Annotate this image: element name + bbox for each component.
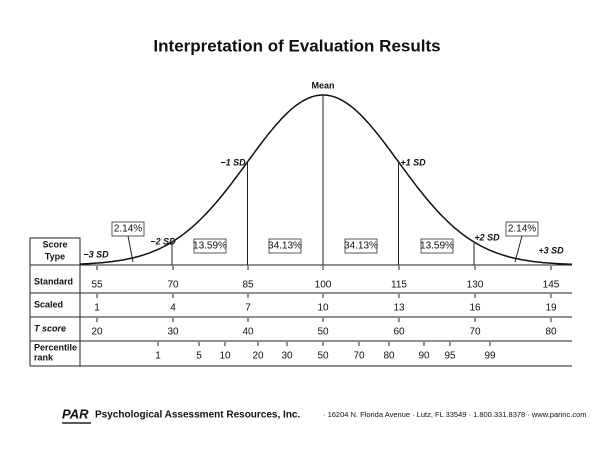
pointer [127,235,134,263]
score-value: 10 [219,351,231,362]
footer: PAR Psychological Assessment Resources, … [62,406,587,424]
score-value: 1 [94,303,100,314]
score-value: 16 [469,303,481,314]
score-value: 145 [543,280,560,291]
area-label: 13.59% [420,241,454,252]
row-label: Scaled [34,299,63,309]
score-value: 70 [167,280,179,291]
score-value: 70 [469,327,481,338]
score-value: 20 [252,351,264,362]
row-label: T score [34,323,66,333]
area-label: 2.14% [508,224,536,235]
score-value: 55 [91,280,103,291]
row-label: Percentile [34,342,77,352]
score-value: 90 [418,351,430,362]
area-label: 13.59% [193,241,227,252]
score-value: 80 [545,327,557,338]
header-line: Type [45,251,65,261]
logo: PAR [62,406,89,421]
address: · 16204 N. Florida Avenue · Lutz, FL 335… [323,410,587,419]
area-label: 34.13% [268,241,302,252]
score-value: 7 [245,303,251,314]
score-value: 1 [155,351,161,362]
score-table: Score Type Standard 55 70 85 100 115 130 145Sca… [29,237,572,367]
score-value: 5 [196,351,202,362]
score-value: 95 [444,351,456,362]
area-box [420,238,454,254]
score-value: 30 [167,327,179,338]
score-value: 13 [393,303,405,314]
row-label: Standard [34,276,73,286]
score-value: 4 [170,303,176,314]
area-label: 34.13% [344,241,378,252]
score-value: 30 [281,351,293,362]
area-box [193,238,227,254]
sd-label: −1 SD [220,157,246,167]
score-value: 70 [353,351,365,362]
sd-label: +1 SD [400,157,426,167]
title: Interpretation of Evaluation Results [153,36,440,55]
score-value: 50 [317,351,329,362]
score-value: 100 [315,280,332,291]
header-line: Score [42,239,67,249]
area-box [344,238,378,254]
score-value: 10 [317,303,329,314]
score-value: 80 [383,351,395,362]
score-value: 20 [91,327,103,338]
score-value: 85 [242,280,254,291]
score-value: 99 [484,351,496,362]
sd-label: Mean [311,80,334,90]
sd-label: +2 SD [474,232,500,242]
score-value: 130 [467,280,484,291]
score-value: 40 [242,327,254,338]
score-value: 115 [391,280,407,291]
sd-label: +3 SD [538,245,564,255]
row-label: rank [34,352,54,362]
score-value: 60 [393,327,405,338]
pointer [514,235,523,263]
area-box [268,238,302,254]
company: Psychological Assessment Resources, Inc. [95,410,300,421]
sd-label: −2 SD [150,236,176,246]
score-value: 19 [545,303,557,314]
curve [80,94,573,266]
area-label: 2.14% [114,224,142,235]
sd-label: −3 SD [83,249,109,259]
score-value: 50 [317,327,329,338]
